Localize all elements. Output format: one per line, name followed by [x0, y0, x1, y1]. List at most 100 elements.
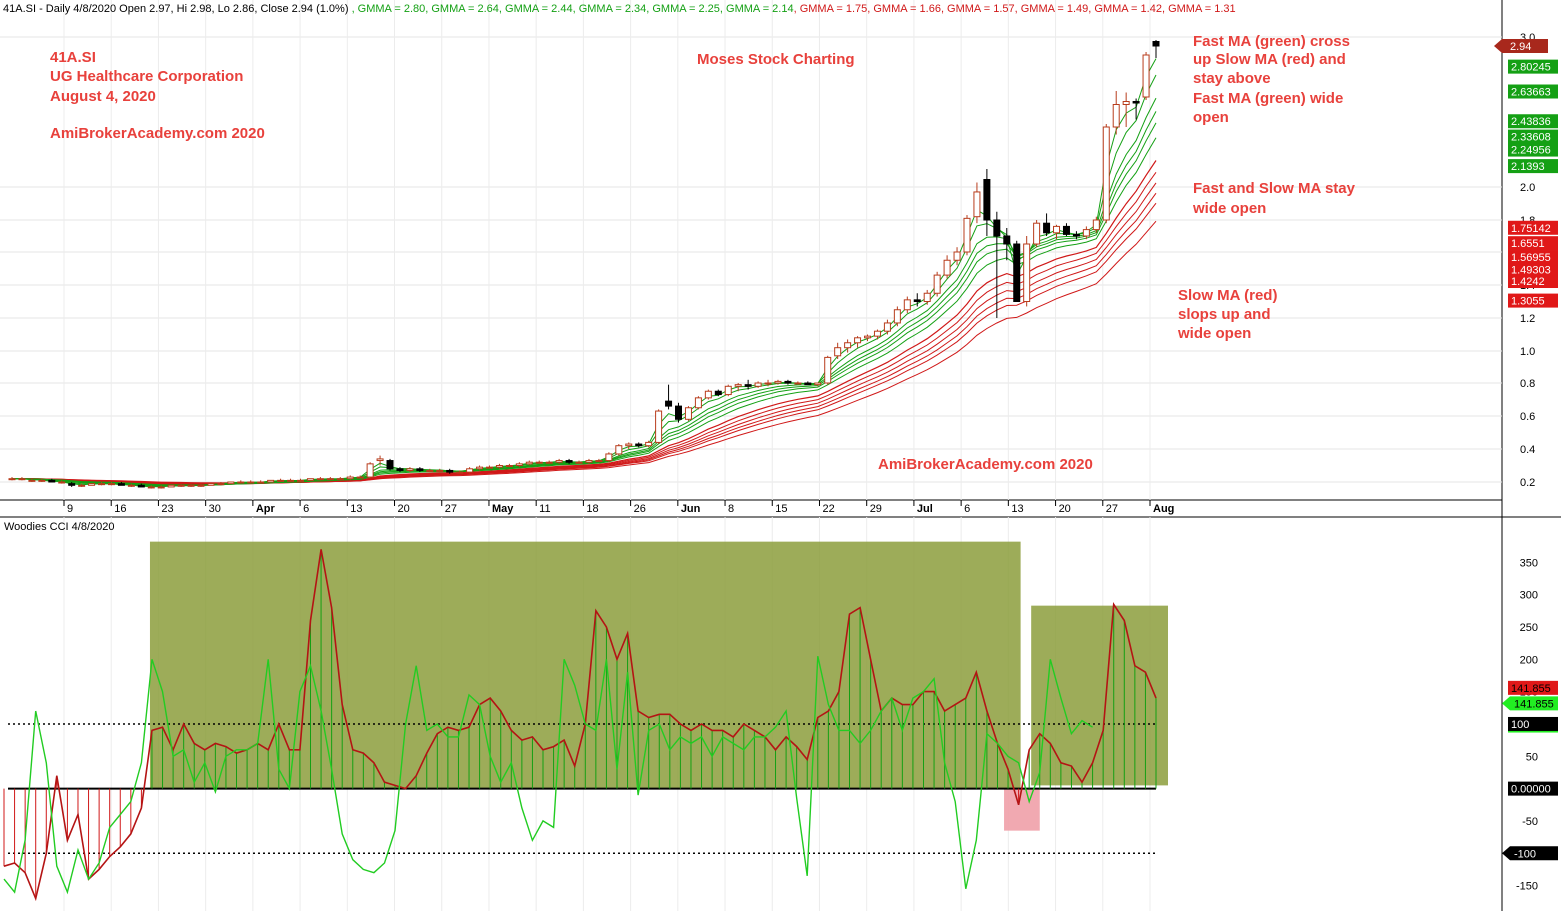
chart-header: 41A.SI - Daily 4/8/2020 Open 2.97, Hi 2.… — [3, 3, 1236, 15]
price-tick-label: 0.8 — [1520, 378, 1535, 390]
candle-body — [665, 400, 673, 407]
site-label: AmiBrokerAcademy.com 2020 — [50, 125, 265, 142]
candle-body — [177, 484, 185, 487]
candle-body — [406, 468, 414, 471]
x-tick-label: 9 — [67, 503, 73, 515]
gmma-value-0: , GMMA = 2.80 — [352, 3, 426, 15]
fast-ma-tag-3-text: 2.33608 — [1511, 132, 1551, 144]
candle-body — [1112, 104, 1120, 128]
x-tick-label: Aug — [1153, 503, 1174, 515]
x-tick-label: 6 — [964, 503, 970, 515]
candle-body — [595, 460, 603, 463]
candle-body — [883, 322, 891, 332]
fast-ma-tag-2: 2.43836 — [1508, 114, 1558, 129]
candle-body — [923, 292, 931, 302]
slow-slope-annotation: Slow MA (red) slops up and wide open — [1177, 287, 1277, 342]
candle-body — [58, 481, 66, 484]
candle-body — [197, 484, 205, 487]
candle-body — [396, 468, 404, 471]
price-tick-label: 1.2 — [1520, 313, 1535, 325]
company-annotation: 41A.SI UG Healthcare Corporation August … — [50, 49, 265, 142]
gmma-value-2: , GMMA = 2.44 — [499, 3, 573, 15]
candle-body — [296, 479, 304, 482]
candle-body — [366, 463, 374, 478]
candle-body — [386, 460, 394, 470]
candle-body — [436, 469, 444, 472]
fast-ma-tag-3-shape — [1508, 129, 1558, 144]
cci-ref100-tag-text: 100 — [1511, 719, 1529, 731]
slow-ma-tag-0-shape — [1508, 220, 1558, 235]
candle-body — [187, 484, 195, 487]
fast-ma-tag-3: 2.33608 — [1508, 129, 1558, 144]
slow-ma-tag-0: 1.75142 — [1508, 220, 1558, 235]
candle-body — [267, 479, 275, 483]
candle-body — [1053, 225, 1061, 234]
candle-body — [993, 219, 1001, 237]
candle-body — [585, 460, 593, 463]
company-date: August 4, 2020 — [50, 88, 156, 105]
x-tick-label: 23 — [161, 503, 173, 515]
candle-body — [983, 179, 991, 221]
cci-refm100-tag: -100 — [1502, 846, 1558, 861]
gmma-value-9: , GMMA = 1.49 — [1015, 3, 1089, 15]
candle-body — [446, 469, 454, 473]
x-tick-label: 30 — [209, 503, 221, 515]
candle-body — [18, 478, 26, 481]
candle-body — [456, 471, 464, 474]
candle-body — [963, 217, 971, 253]
x-tick-label: 22 — [822, 503, 834, 515]
candle-body — [426, 469, 434, 472]
fast-ma-tag-4-shape — [1508, 142, 1558, 157]
candle-body — [207, 483, 215, 486]
gmma-value-4: , GMMA = 2.25 — [646, 3, 720, 15]
slow-slope-line-2: slops up and — [1178, 306, 1271, 323]
candle-body — [933, 274, 941, 294]
x-tick-label: 18 — [586, 503, 598, 515]
candle-body — [1072, 233, 1080, 237]
x-tick-label: Jul — [917, 503, 933, 515]
candle-body — [684, 407, 692, 420]
candle-body — [137, 484, 145, 488]
candle-body — [8, 478, 16, 481]
slow-ma-tag-3-text: 1.49303 — [1511, 265, 1551, 277]
candle-body — [615, 445, 623, 455]
fast-slow-line-2: wide open — [1192, 200, 1266, 217]
site-label-bottom: AmiBrokerAcademy.com 2020 — [878, 456, 1093, 473]
fast-ma-tag-5-shape — [1508, 159, 1558, 174]
candle-body — [287, 479, 295, 482]
candle-body — [356, 476, 364, 479]
x-tick-label: 20 — [398, 503, 410, 515]
fast-ma-tag-4-text: 2.24956 — [1511, 145, 1551, 157]
last-price-tag-shape — [1494, 39, 1548, 53]
slow-ma-tag-4-shape — [1508, 274, 1558, 289]
cci-layer — [3, 549, 1157, 902]
x-tick-label: 16 — [114, 503, 126, 515]
candle-body — [814, 382, 822, 386]
fast-ma-tag-0-shape — [1508, 59, 1558, 74]
cci-tick-label: -50 — [1522, 816, 1538, 828]
gmma-readout: , GMMA = 2.80, GMMA = 2.64, GMMA = 2.44,… — [352, 3, 1236, 15]
slow-ma-tag-5: 1.3055 — [1508, 293, 1558, 308]
cci-ref100-tag-shape — [1508, 716, 1558, 731]
candle-body — [68, 483, 76, 486]
candle-body — [326, 478, 334, 481]
cci-ref100-tag: 100 — [1508, 716, 1558, 731]
x-tick-label: 13 — [1011, 503, 1023, 515]
gmma-value-1: , GMMA = 2.64 — [425, 3, 499, 15]
candle-body — [714, 390, 722, 396]
slow-ma-tag-5-shape — [1508, 293, 1558, 308]
candle-body — [167, 484, 175, 488]
fast-ma-tag-5-text: 2.1393 — [1511, 161, 1545, 173]
candle-body — [913, 299, 921, 303]
candle-body — [1013, 243, 1021, 302]
gmma-value-8: , GMMA = 1.57 — [941, 3, 1015, 15]
gmma-value-6: , GMMA = 1.75 — [794, 3, 868, 15]
candle-body — [844, 342, 852, 349]
candle-body — [1092, 219, 1100, 231]
x-tick-label: 6 — [303, 503, 309, 515]
candle-body — [804, 382, 812, 386]
fast-ma-tag-1-text: 2.63663 — [1511, 87, 1551, 99]
candle-body — [466, 468, 474, 473]
